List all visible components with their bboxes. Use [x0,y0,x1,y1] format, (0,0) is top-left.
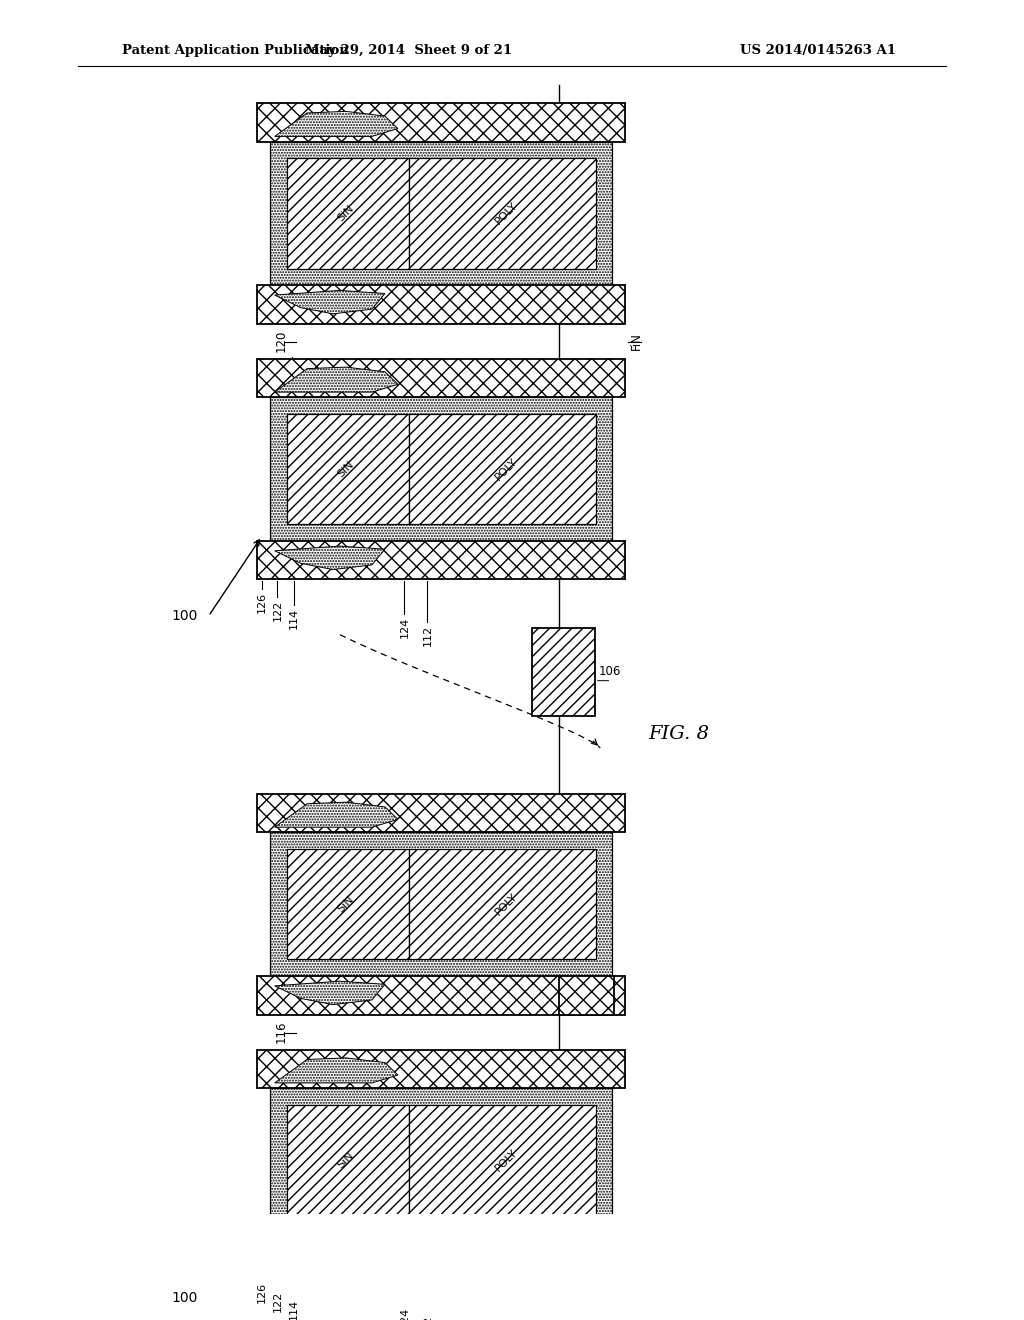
Text: POLY: POLY [493,891,519,917]
Bar [257,359,625,397]
Bar [257,1232,625,1270]
Text: 122: 122 [272,599,283,620]
Polygon shape [274,111,398,136]
Bar [287,849,409,960]
Text: 122: 122 [272,1291,283,1312]
Text: POLY: POLY [493,1147,519,1173]
Bar [270,397,612,541]
Bar [257,975,625,1015]
Bar [257,793,625,833]
Bar [287,414,409,524]
Polygon shape [274,1057,398,1082]
Text: SiN: SiN [335,1150,355,1170]
Bar [532,628,595,715]
Bar [270,833,612,975]
Bar [270,1088,612,1232]
Text: 124: 124 [399,616,410,638]
Text: SiN: SiN [335,203,355,223]
Text: 124: 124 [399,1307,410,1320]
Text: FIG. 8: FIG. 8 [648,725,710,743]
Text: US 2014/0145263 A1: US 2014/0145263 A1 [740,44,896,57]
Bar [270,141,612,285]
Text: 100: 100 [171,610,198,623]
Text: May 29, 2014  Sheet 9 of 21: May 29, 2014 Sheet 9 of 21 [305,44,513,57]
Bar [257,103,625,141]
Text: Patent Application Publication: Patent Application Publication [122,44,349,57]
Text: POLY: POLY [493,201,519,227]
Text: 106: 106 [598,665,621,678]
Bar [559,975,614,1015]
Text: 126: 126 [257,1282,267,1303]
Bar [409,414,596,524]
Bar [257,541,625,579]
Text: POLY: POLY [493,455,519,482]
Text: 112: 112 [422,1315,432,1320]
Bar [409,158,596,268]
Text: 126: 126 [257,591,267,612]
Text: SiN: SiN [335,459,355,479]
Polygon shape [274,546,385,569]
Text: 112: 112 [422,624,432,645]
Polygon shape [274,290,385,314]
Polygon shape [274,367,398,392]
Bar [287,1105,409,1216]
Text: SiN: SiN [335,894,355,915]
Text: 116: 116 [274,1020,288,1043]
Bar [257,285,625,323]
Text: 114: 114 [289,1299,299,1320]
Bar [287,158,409,268]
Bar [409,849,596,960]
Text: 114: 114 [289,609,299,630]
Bar [559,1232,614,1303]
Polygon shape [274,1237,385,1261]
Text: FiN: FiN [630,333,643,350]
Polygon shape [274,981,385,1005]
Text: 120: 120 [274,330,288,352]
Text: 100: 100 [171,1291,198,1305]
Polygon shape [274,803,398,828]
Bar [409,1105,596,1216]
Bar [257,1049,625,1088]
